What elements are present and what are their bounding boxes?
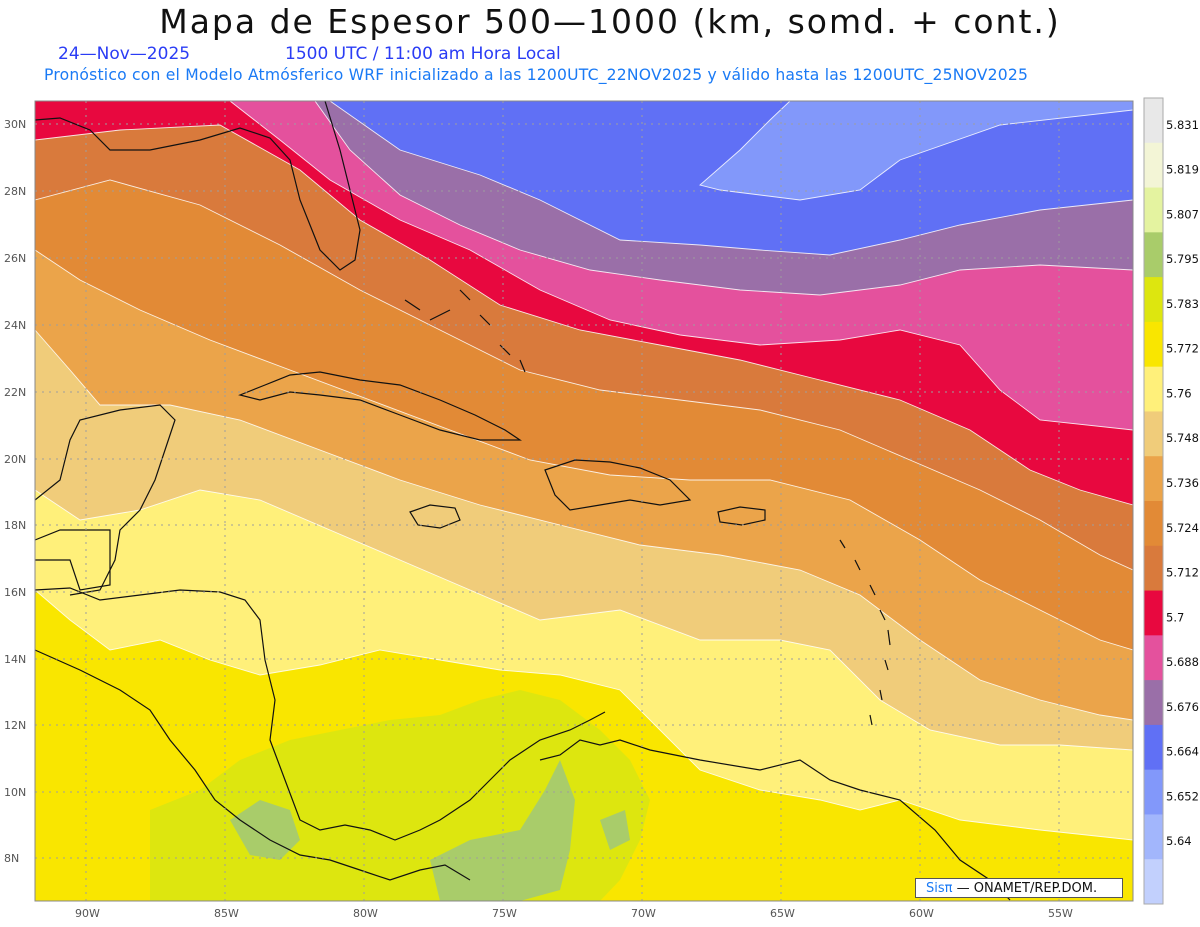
legend-value: 5.795 [1166, 252, 1199, 266]
legend-swatches [1144, 98, 1163, 905]
lat-label: 10N [4, 786, 26, 799]
legend-swatch [1144, 232, 1163, 278]
credit-text: — ONAMET/REP.DOM. [956, 881, 1098, 896]
legend-swatch [1144, 545, 1163, 592]
latitude-axis: 30N 28N 26N 24N 22N 20N 18N 16N 14N 12N … [4, 118, 26, 865]
legend-swatch [1144, 142, 1163, 189]
legend-labels: 5.831 5.819 5.807 5.795 5.783 5.772 5.76 5.748 5… [1166, 118, 1199, 848]
legend-swatch [1144, 321, 1163, 368]
legend-value: 5.724 [1166, 521, 1199, 535]
lon-label: 85W [214, 907, 239, 920]
legend-swatch [1144, 366, 1163, 412]
coast-us-gulf [35, 101, 361, 271]
lon-label: 75W [492, 907, 517, 920]
legend-value: 5.652 [1166, 789, 1199, 803]
lon-label: 65W [770, 907, 795, 920]
coastlines [35, 101, 1011, 901]
legend-frame [1143, 97, 1164, 905]
coast-jamaica [409, 504, 461, 529]
coast-central-america-north [35, 587, 606, 841]
lat-label: 24N [4, 319, 26, 332]
legend-value: 5.64 [1166, 834, 1192, 848]
band-5795 [230, 760, 630, 901]
lon-label: 60W [909, 907, 934, 920]
map-title: Mapa de Espesor 500—1000 (km, somd. + co… [159, 2, 1061, 41]
legend-swatch [1144, 635, 1163, 681]
legend-value: 5.772 [1166, 342, 1199, 356]
valid-time: 1500 UTC / 11:00 am Hora Local [285, 44, 561, 64]
credit-brand: Sisπ [926, 881, 953, 896]
legend-value: 5.736 [1166, 476, 1199, 490]
legend-value: 5.7 [1166, 610, 1184, 624]
plot-frame [34, 100, 1134, 902]
legend-swatch [1144, 680, 1163, 726]
lon-label: 80W [353, 907, 378, 920]
coast-lesser-antilles [839, 539, 891, 726]
thickness-field [35, 101, 1133, 901]
lon-label: 70W [631, 907, 656, 920]
lat-label: 22N [4, 386, 26, 399]
coast-bahamas [404, 289, 526, 373]
coast-puerto-rico [717, 506, 766, 526]
lat-label: 28N [4, 185, 26, 198]
lat-label: 14N [4, 653, 26, 666]
legend-value: 5.819 [1166, 163, 1199, 177]
legend-swatch [1144, 859, 1163, 905]
lat-label: 8N [4, 852, 19, 865]
legend-value: 5.76 [1166, 386, 1192, 400]
forecast-date: 24—Nov—2025 [58, 44, 191, 64]
legend-value: 5.676 [1166, 700, 1199, 714]
lon-label: 55W [1048, 907, 1073, 920]
legend-swatch [1144, 769, 1163, 815]
coast-cuba [238, 371, 522, 441]
legend-swatch [1144, 98, 1163, 144]
lat-label: 12N [4, 719, 26, 732]
credit-box: Sisπ — ONAMET/REP.DOM. [915, 878, 1123, 898]
lat-label: 20N [4, 453, 26, 466]
coast-yucatan [35, 404, 176, 596]
coast-south-america [539, 739, 1011, 901]
legend-value: 5.831 [1166, 118, 1199, 132]
coast-belize-border [35, 529, 111, 591]
legend-value: 5.783 [1166, 297, 1199, 311]
coast-central-america-pacific [35, 649, 471, 881]
legend-swatch [1144, 411, 1163, 457]
lat-label: 30N [4, 118, 26, 131]
lat-label: 18N [4, 519, 26, 532]
graticule [35, 101, 1133, 901]
lat-label: 26N [4, 252, 26, 265]
legend-value: 5.807 [1166, 207, 1199, 221]
legend-value: 5.664 [1166, 745, 1199, 759]
lon-label: 90W [75, 907, 100, 920]
legend-value: 5.748 [1166, 431, 1199, 445]
legend-swatch [1144, 724, 1163, 771]
longitude-axis: 90W 85W 80W 75W 70W 65W 60W 55W [75, 907, 1073, 920]
legend-swatch [1144, 590, 1163, 636]
legend-swatch [1144, 456, 1163, 502]
legend-swatch [1144, 814, 1163, 860]
color-legend: 5.831 5.819 5.807 5.795 5.783 5.772 5.76 5.748 5… [1143, 97, 1199, 905]
legend-swatch [1144, 187, 1163, 233]
legend-swatch [1144, 501, 1163, 547]
lat-label: 16N [4, 586, 26, 599]
legend-value: 5.712 [1166, 566, 1199, 580]
forecast-note: Pronóstico con el Modelo Atmósferico WRF… [44, 66, 1029, 84]
coast-hispaniola [544, 459, 692, 511]
legend-value: 5.688 [1166, 655, 1199, 669]
legend-swatch [1144, 277, 1163, 323]
